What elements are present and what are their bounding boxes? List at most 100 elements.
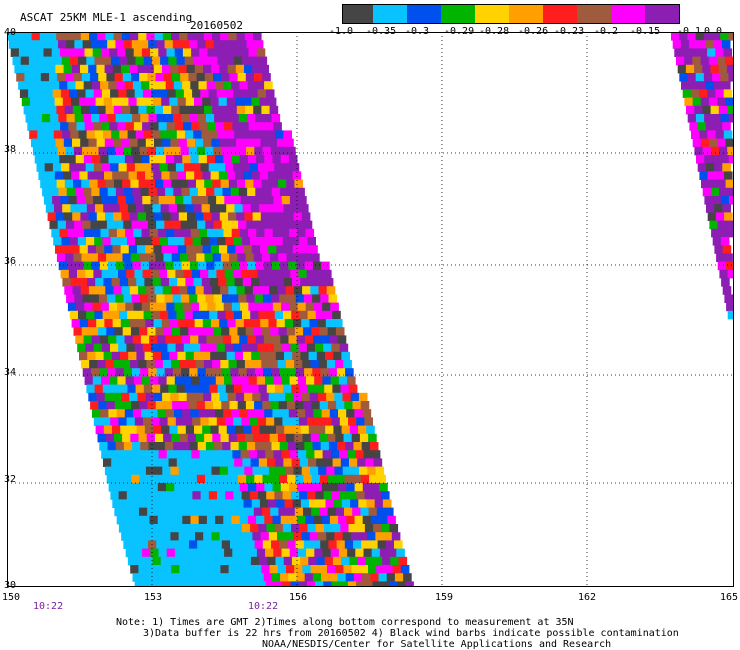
data-cell [250, 524, 259, 533]
data-cell [379, 515, 388, 525]
data-cell [73, 327, 83, 336]
data-cell [177, 97, 187, 107]
data-cell [148, 114, 158, 123]
data-cell [152, 384, 161, 394]
data-cell [261, 360, 270, 369]
data-cell [369, 540, 378, 549]
data-cell [112, 392, 122, 402]
data-cell [242, 384, 251, 394]
data-cell [197, 368, 207, 377]
data-cell [116, 483, 126, 492]
data-cell [31, 138, 40, 148]
data-cell [244, 360, 254, 369]
data-cell [171, 327, 181, 336]
data-cell [241, 269, 250, 279]
data-cell [278, 327, 288, 336]
data-cell [320, 540, 329, 549]
data-cell [175, 581, 185, 587]
data-cell [33, 114, 43, 123]
data-cell [229, 327, 238, 336]
data-cell [213, 368, 223, 377]
data-cell [204, 179, 213, 189]
data-cell [263, 573, 273, 582]
data-cell [18, 81, 27, 90]
lon-label: 162 [578, 592, 597, 603]
data-cell [108, 483, 118, 492]
data-cell [222, 335, 232, 344]
data-cell [113, 32, 123, 41]
data-cell [358, 425, 367, 435]
data-cell [303, 401, 312, 410]
data-cell [306, 343, 316, 353]
data-cell [143, 491, 152, 500]
data-cell [328, 442, 338, 451]
data-cell [94, 56, 104, 66]
data-cell [90, 401, 99, 410]
data-cell [172, 73, 181, 82]
data-cell [106, 146, 116, 156]
data-cell [347, 581, 357, 587]
data-cell [301, 245, 310, 254]
data-cell [153, 392, 163, 402]
data-cell [284, 319, 294, 328]
data-cell [281, 450, 291, 459]
data-cell [259, 97, 269, 107]
data-cell [197, 187, 207, 197]
data-cell [272, 228, 282, 238]
data-cell [251, 97, 260, 107]
data-cell [111, 351, 121, 361]
data-cell [283, 310, 292, 320]
data-cell [280, 335, 289, 344]
data-cell [329, 409, 339, 418]
data-cell [153, 319, 163, 328]
data-cell [43, 196, 53, 205]
data-cell [197, 40, 206, 49]
data-cell [149, 409, 158, 418]
data-cell [267, 425, 277, 435]
data-cell [107, 187, 117, 197]
data-cell [118, 237, 128, 246]
data-cell [133, 302, 143, 312]
data-cell [183, 581, 193, 587]
data-cell [171, 507, 181, 517]
data-cell [301, 392, 311, 402]
data-cell [298, 417, 308, 426]
colorbar-label: -0.2 [594, 26, 619, 37]
data-cell [296, 261, 306, 271]
data-cell [130, 433, 139, 443]
data-cell [195, 138, 204, 148]
data-cell [21, 97, 31, 107]
data-cell [212, 179, 221, 189]
data-cell [267, 97, 277, 107]
data-cell [715, 130, 725, 139]
data-cell [83, 261, 92, 271]
data-cell [178, 212, 188, 221]
data-cell [230, 114, 240, 123]
data-cell [144, 130, 153, 139]
data-cell [177, 171, 187, 180]
data-cell [273, 196, 283, 205]
data-cell [365, 458, 374, 467]
data-cell [201, 278, 211, 287]
data-cell [34, 155, 44, 164]
data-cell [715, 212, 725, 221]
data-cell [241, 237, 251, 246]
data-cell [248, 302, 257, 312]
data-cell [63, 64, 73, 74]
data-cell [123, 294, 133, 303]
data-cell [244, 64, 253, 74]
data-cell [249, 163, 259, 172]
data-cell [710, 146, 720, 156]
data-cell [49, 220, 59, 230]
data-cell [725, 138, 734, 148]
data-cell [141, 515, 150, 525]
data-cell [263, 368, 272, 377]
data-cell [103, 130, 112, 139]
colorbar-label: -1.0 [329, 26, 354, 37]
data-cell [190, 155, 200, 164]
data-cell [197, 294, 206, 303]
data-cell [117, 196, 127, 205]
data-cell [277, 433, 287, 443]
data-cell [206, 515, 216, 525]
data-cell [254, 294, 264, 303]
